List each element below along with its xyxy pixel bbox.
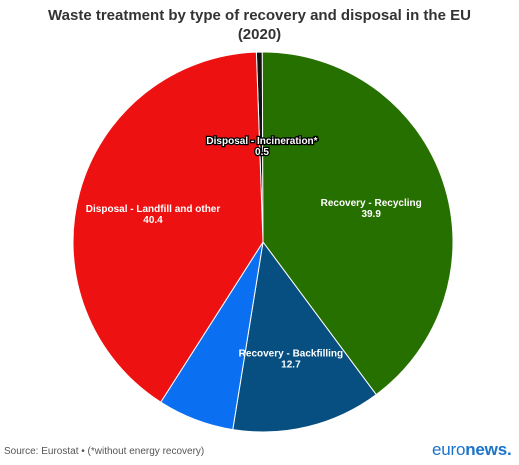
slice-label-name: Recovery - Backfilling (239, 348, 343, 359)
chart-title-line1: Waste treatment by type of recovery and … (48, 7, 471, 24)
pie-slice (72, 51, 264, 403)
slice-label-name: Disposal - Landfill and other (86, 204, 221, 215)
euronews-logo: euronews. (432, 440, 512, 460)
slice-label: Disposal - Incineration*0.5 (205, 135, 319, 160)
logo-euro: euro (432, 440, 466, 459)
slice-label-value: 39.9 (361, 209, 381, 220)
pie-slice (261, 51, 454, 396)
pie-slice (232, 240, 377, 433)
chart-title: Waste treatment by type of recovery and … (0, 6, 519, 44)
slice-label-name: Recovery - Recycling (321, 198, 422, 209)
chart-title-line2: (2020) (237, 26, 282, 43)
logo-news: news. (465, 440, 512, 459)
slice-label-value: 12.7 (281, 359, 301, 370)
source-note: Source: Eurostat • (*without energy reco… (4, 446, 205, 457)
slice-label-value: 40.4 (143, 215, 163, 226)
slice-label-value: 0.5 (255, 147, 269, 158)
slice-label-name: Disposal - Incineration* (206, 136, 317, 147)
